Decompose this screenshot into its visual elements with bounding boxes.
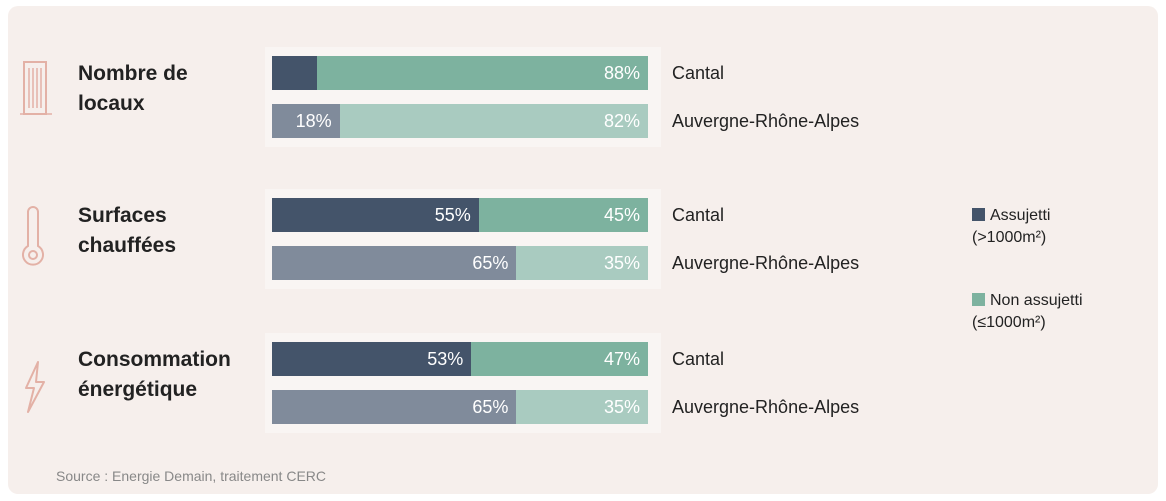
value-label: 65% xyxy=(472,253,509,273)
bar-segment xyxy=(272,246,517,280)
value-label: 82% xyxy=(603,111,640,131)
category-label: Cantal xyxy=(672,205,725,225)
value-label: 18% xyxy=(295,111,332,131)
legend-label: Assujetti (>1000m²) xyxy=(972,207,1051,246)
thermometer-icon xyxy=(22,206,44,266)
building-icon xyxy=(20,61,52,115)
source: Source : Energie Demain, traitement CERC xyxy=(56,468,326,484)
category-label: Auvergne-Rhône-Alpes xyxy=(672,253,860,273)
category-label: Auvergne-Rhône-Alpes xyxy=(672,397,860,417)
bar-segment xyxy=(339,104,648,138)
group-label: Consommation énergétique xyxy=(78,348,231,401)
value-label: 35% xyxy=(603,397,640,417)
bar-segment xyxy=(272,342,472,376)
lightning-icon xyxy=(25,361,45,413)
value-label: 45% xyxy=(603,205,640,225)
group-label: Nombre de locaux xyxy=(78,62,188,115)
legend-item: Non assujetti (≤1000m²) xyxy=(972,290,1102,334)
category-label: Cantal xyxy=(672,349,725,369)
value-label: 55% xyxy=(434,205,471,225)
value-label: 35% xyxy=(603,253,640,273)
legend-swatch xyxy=(972,208,985,221)
value-label: 53% xyxy=(427,349,464,369)
bar-segment xyxy=(317,56,648,90)
bar-segment xyxy=(516,390,648,424)
group-label: Surfaces chauffées xyxy=(78,204,177,257)
legend-swatch xyxy=(972,293,985,306)
bar-segment xyxy=(516,246,648,280)
legend-label: Non assujetti (≤1000m²) xyxy=(972,292,1083,331)
value-label: 47% xyxy=(603,349,640,369)
bar-segment xyxy=(272,198,479,232)
bar-segment xyxy=(478,198,648,232)
value-label: 65% xyxy=(472,397,509,417)
value-label: 88% xyxy=(603,63,640,83)
bar-segment xyxy=(272,390,517,424)
category-label: Auvergne-Rhône-Alpes xyxy=(672,111,860,131)
bar-segment xyxy=(471,342,648,376)
bar-segment xyxy=(272,56,318,90)
category-label: Cantal xyxy=(672,63,725,83)
bar-segment xyxy=(272,104,340,138)
legend-item: Assujetti (>1000m²) xyxy=(972,205,1102,249)
